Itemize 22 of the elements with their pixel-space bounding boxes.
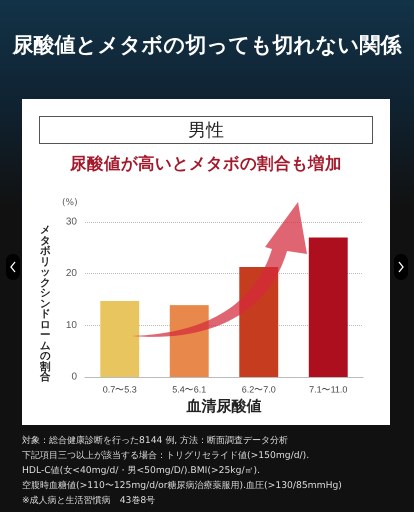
text: ※成人病と生活習慣病 43巻8号 [22, 494, 156, 508]
chart-title: 尿酸値とメタボの切っても切れない関係 [11, 32, 403, 59]
bar [308, 238, 348, 377]
chart-subtitle: 男性 [39, 116, 373, 144]
x-tick-label: 5.4〜6.1 [172, 384, 206, 394]
y-tick-label: 30 [66, 216, 78, 228]
text: メタボリックシンドロームの割合 [40, 224, 51, 383]
x-tick-label: 0.7〜5.3 [102, 384, 137, 394]
bar [170, 305, 209, 377]
y-tick-label: 20 [66, 268, 78, 280]
x-tick-label: 6.2〜7.0 [242, 384, 276, 394]
x-tick-label: 7.1〜11.0 [309, 384, 348, 394]
text: (%) [62, 198, 78, 208]
text: 尿酸値が高いとメタボの割合も増加 [68, 153, 343, 175]
text: HDL-C値(女<40mg/d/・男<50mg/D/).BMI(>25kg/㎡). [22, 464, 262, 478]
text: 下記項目三つ以上が該当する場合：トリグリセライド値(>150mg/d/). [22, 449, 310, 463]
y-tick-label: 0 [71, 372, 78, 382]
x-axis-title: 血清尿酸値 [186, 398, 262, 415]
y-tick-label: 10 [66, 320, 78, 331]
text: 対象：総合健康診断を行った8144 例, 方法：断面調査データ分析 [22, 434, 290, 448]
bar [100, 301, 140, 377]
text: 空腹時血糖値(>110〜125mg/d/or糖尿病治療薬服用).血圧(>130/85mmHg) [22, 479, 343, 493]
